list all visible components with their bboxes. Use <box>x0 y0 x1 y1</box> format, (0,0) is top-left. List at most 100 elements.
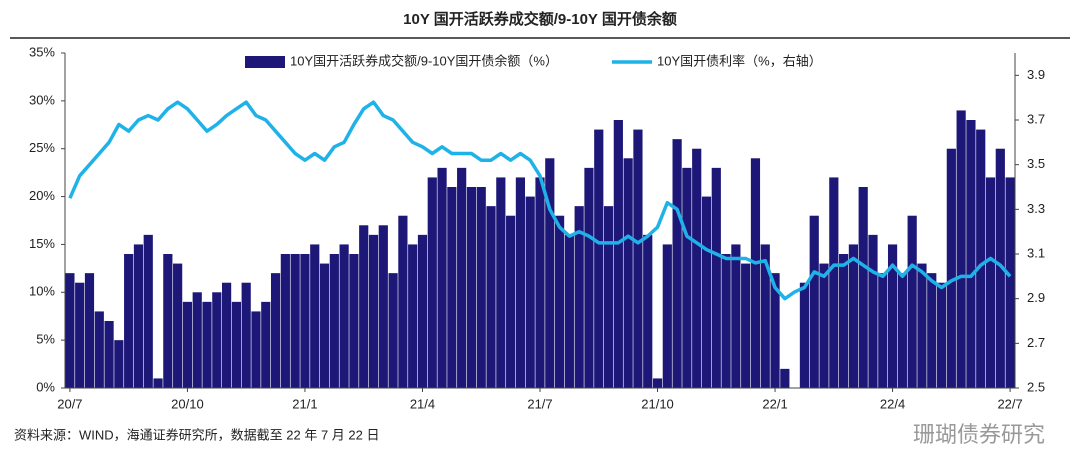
bar <box>535 177 545 388</box>
y-tick-label: 25% <box>29 140 55 155</box>
y-tick-label: 5% <box>36 332 55 347</box>
y2-tick-label: 3.3 <box>1027 201 1045 216</box>
bar <box>378 225 388 388</box>
bar <box>976 129 986 389</box>
bar <box>525 196 535 388</box>
bar <box>554 215 565 388</box>
bar <box>368 234 379 388</box>
bar <box>701 196 712 388</box>
y-tick-label: 35% <box>29 44 55 59</box>
y-tick-label: 15% <box>29 236 55 251</box>
bar <box>398 215 408 388</box>
bar <box>280 254 290 388</box>
bar <box>319 263 330 388</box>
bar <box>741 263 751 388</box>
bar <box>222 282 232 388</box>
bar <box>437 167 447 388</box>
bar <box>868 234 878 388</box>
bar <box>251 311 261 388</box>
y2-tick-label: 2.5 <box>1027 379 1045 394</box>
y-tick-label: 0% <box>36 379 55 394</box>
bar <box>310 244 320 388</box>
bar <box>212 292 222 388</box>
bar <box>652 378 663 388</box>
x-tick-label: 22/4 <box>880 396 905 411</box>
x-tick-label: 21/7 <box>527 396 552 411</box>
bar <box>457 167 467 388</box>
bar <box>829 177 839 388</box>
y2-tick-label: 3.1 <box>1027 245 1045 260</box>
bar <box>476 187 486 388</box>
bar <box>731 244 741 388</box>
bar <box>594 129 604 389</box>
x-tick-label: 20/10 <box>171 396 204 411</box>
y2-tick-label: 2.9 <box>1027 290 1045 305</box>
bar <box>966 120 976 388</box>
bar <box>613 120 623 388</box>
bar <box>682 167 692 388</box>
bar <box>672 139 682 388</box>
y-tick-label: 30% <box>29 92 55 107</box>
y2-tick-label: 3.5 <box>1027 156 1045 171</box>
bar <box>447 187 457 388</box>
x-tick-label: 20/7 <box>57 396 82 411</box>
bar <box>995 148 1005 388</box>
bar <box>858 187 868 388</box>
bar <box>192 292 202 388</box>
y2-tick-label: 3.7 <box>1027 111 1045 126</box>
legend-swatch <box>245 56 285 68</box>
bar <box>75 282 85 388</box>
bar <box>515 177 526 388</box>
bar <box>133 244 144 388</box>
bar <box>270 273 281 388</box>
y-tick-label: 20% <box>29 188 55 203</box>
bar <box>408 244 418 388</box>
bar <box>1005 177 1015 388</box>
bar <box>496 177 506 388</box>
bar <box>143 234 153 388</box>
bar <box>349 254 359 388</box>
watermark: 珊瑚债券研究 <box>913 422 1045 447</box>
bar <box>799 282 810 388</box>
bar <box>819 263 829 388</box>
bar <box>427 177 437 388</box>
bar <box>153 378 163 388</box>
bar <box>241 282 251 388</box>
x-tick-label: 22/7 <box>997 396 1022 411</box>
source-note: 资料来源：WIND，海通证券研究所，数据截至 22 年 7 月 22 日 <box>14 427 379 442</box>
bar <box>662 244 672 388</box>
bar <box>711 167 721 388</box>
bar <box>114 340 124 388</box>
x-tick-label: 22/1 <box>762 396 787 411</box>
line <box>68 100 1012 301</box>
bar <box>300 254 310 388</box>
bar <box>65 273 75 388</box>
bar <box>261 301 271 388</box>
bar <box>927 273 937 388</box>
bar <box>956 110 966 388</box>
bar <box>780 368 790 388</box>
bar <box>603 206 614 388</box>
bar <box>878 273 888 388</box>
bar <box>388 273 398 388</box>
bar <box>750 158 761 388</box>
bar <box>809 215 819 388</box>
bar <box>545 158 555 388</box>
bar <box>231 301 241 388</box>
bar <box>486 206 496 388</box>
bar <box>584 167 594 388</box>
bar <box>936 282 947 388</box>
bar <box>721 254 731 388</box>
bar <box>359 225 369 388</box>
legend-label: 10Y国开债利率（%，右轴） <box>657 53 822 68</box>
bar <box>290 254 300 388</box>
bar <box>770 273 780 388</box>
bar <box>623 158 633 388</box>
bar <box>182 301 193 388</box>
bar <box>760 244 770 388</box>
bar <box>907 215 917 388</box>
bar <box>124 254 134 388</box>
bar <box>104 321 114 388</box>
bar <box>897 273 907 388</box>
